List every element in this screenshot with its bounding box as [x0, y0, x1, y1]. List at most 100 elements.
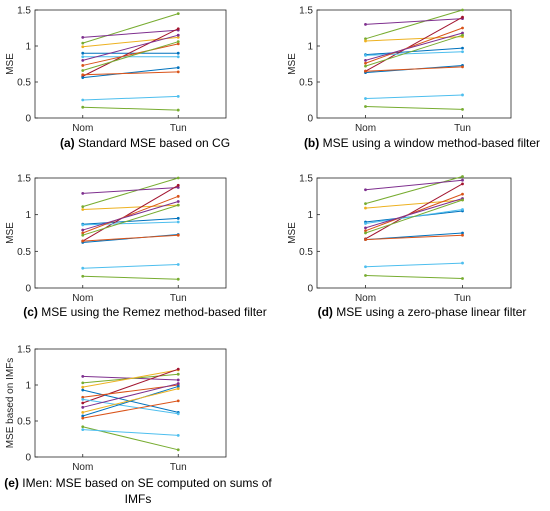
data-point [81, 228, 85, 232]
series-line-2 [82, 29, 179, 38]
series-line-5 [365, 183, 463, 240]
data-point [176, 176, 180, 180]
data-point [364, 265, 367, 269]
data-point [176, 387, 180, 390]
data-point [176, 108, 180, 112]
data-point [176, 434, 180, 437]
data-point [176, 448, 180, 452]
data-point [461, 31, 464, 35]
data-point [81, 35, 85, 39]
data-point [81, 428, 85, 432]
series-line-8 [82, 383, 179, 408]
panel-caption-text: MSE using a zero-phase linear filter [333, 305, 526, 319]
panel-caption-text: IMen: MSE based on SE computed on sums o… [19, 476, 272, 490]
y-tick-label: 0.5 [17, 417, 31, 428]
y-axis-label: MSE [5, 53, 16, 75]
data-point [461, 15, 464, 19]
series-line-8 [365, 32, 463, 61]
data-point [176, 200, 180, 203]
data-point [81, 105, 85, 109]
series-line-10 [365, 66, 463, 72]
data-point [176, 51, 180, 55]
data-point [176, 382, 180, 385]
series-line-10 [82, 71, 179, 76]
data-point [461, 26, 464, 30]
series-line-2 [82, 187, 179, 194]
series-line-1 [82, 13, 179, 44]
data-point [81, 223, 85, 227]
y-tick-label: 1.5 [17, 345, 31, 356]
y-tick-label: 0 [25, 453, 31, 464]
data-point [461, 50, 464, 54]
data-point [461, 93, 464, 97]
data-point [364, 59, 367, 62]
data-point [461, 261, 464, 265]
data-point [461, 65, 464, 69]
y-tick-label: 0 [307, 114, 313, 125]
data-point [364, 206, 367, 210]
data-point [81, 416, 85, 420]
series-line-10 [365, 234, 463, 241]
series-line-1 [365, 176, 463, 205]
y-tick-label: 0.5 [17, 78, 31, 89]
series-line-13 [365, 105, 463, 110]
plot-area [316, 177, 512, 289]
chart-panel-3: 0 0.5 1 1.5 Nom Tun MSE (c) MSE using the Remez… [5, 174, 267, 320]
x-tick-label: Nom [355, 123, 376, 134]
panel-label: (a) [60, 136, 75, 150]
series-line-9 [82, 67, 179, 79]
series-line-3 [365, 199, 463, 209]
data-point [81, 45, 85, 49]
panel-label: (b) [304, 136, 319, 150]
y-tick-label: 1 [25, 210, 31, 221]
data-point [176, 220, 180, 224]
data-point [81, 388, 85, 392]
data-point [461, 33, 464, 37]
series-line-13 [82, 275, 179, 280]
data-point [81, 405, 85, 409]
data-point [461, 178, 464, 182]
series-line-6 [82, 221, 179, 226]
data-point [176, 40, 180, 44]
series-line-8 [82, 34, 179, 61]
panel-caption: (a) Standard MSE based on CG [60, 136, 230, 150]
data-point [81, 395, 85, 399]
x-tick-label: Nom [72, 123, 93, 134]
data-point [81, 55, 85, 59]
x-tick-label: Tun [170, 462, 187, 473]
data-point [364, 105, 367, 108]
data-point [81, 205, 85, 209]
y-tick-label: 1 [307, 42, 313, 53]
series-line-4 [365, 47, 463, 56]
y-tick-label: 1.5 [299, 174, 313, 185]
panel-caption-text: Standard MSE based on CG [75, 136, 230, 150]
data-point [461, 233, 464, 237]
data-point [81, 41, 85, 45]
x-tick-label: Nom [355, 293, 376, 304]
data-point [176, 33, 180, 37]
data-point [81, 231, 85, 235]
series-line-4 [82, 217, 179, 225]
x-tick-label: Nom [72, 462, 93, 473]
series-line-7 [365, 193, 463, 232]
plot-area [34, 348, 227, 458]
data-point [364, 97, 367, 100]
data-point [176, 27, 180, 31]
data-point [176, 194, 180, 198]
data-point [81, 381, 85, 385]
data-point [176, 263, 180, 266]
plot-area [34, 177, 227, 289]
panel-caption: (e) IMen: MSE based on SE computed on su… [4, 476, 272, 490]
data-point [461, 277, 464, 280]
chart-panel-5: 0 0.5 1 1.5 Nom Tun MSE based on IMFs (e) IMen:… [4, 345, 272, 507]
y-tick-label: 1 [307, 210, 313, 221]
data-point [81, 398, 85, 401]
data-point [81, 425, 85, 429]
series-line-5 [82, 28, 179, 77]
data-point [176, 233, 180, 237]
data-point [81, 192, 85, 195]
panel-caption: (b) MSE using a window method-based filt… [304, 136, 540, 150]
x-tick-label: Tun [454, 123, 471, 134]
series-line-13 [365, 275, 463, 279]
